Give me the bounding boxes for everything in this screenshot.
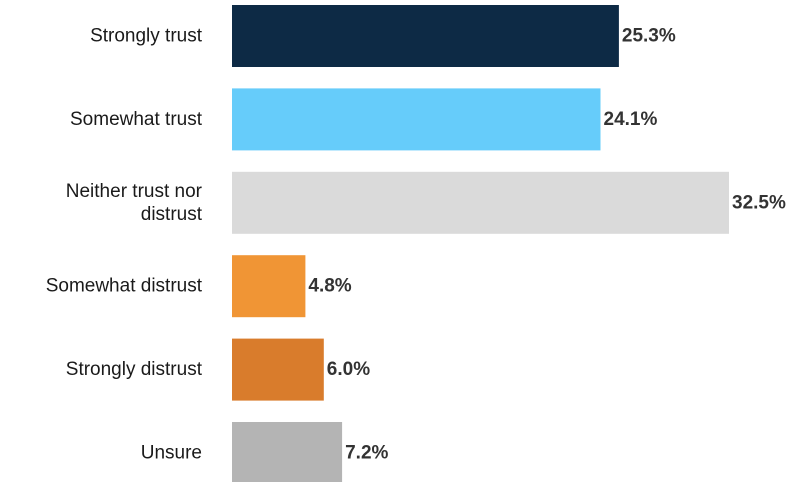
value-label-neither-trust-nor-distrust: 32.5%: [732, 192, 786, 213]
value-label-somewhat-distrust: 4.8%: [308, 276, 351, 297]
bar-strongly-trust: [232, 5, 619, 67]
value-label-group: 25.3% 24.1% 32.5% 4.8% 6.0% 7.2%: [308, 26, 786, 464]
bar-strongly-distrust: [232, 338, 324, 401]
category-label-line: Unsure: [141, 443, 202, 464]
value-label-somewhat-trust: 24.1%: [604, 109, 658, 130]
category-label-line: distrust: [141, 204, 203, 225]
category-label-somewhat-distrust: Somewhat distrust: [46, 276, 203, 297]
value-label-strongly-distrust: 6.0%: [327, 359, 370, 380]
bar-group: [232, 5, 729, 482]
bar-somewhat-distrust: [232, 255, 306, 318]
category-label-line: Neither trust nor: [66, 181, 203, 202]
category-label-somewhat-trust: Somewhat trust: [70, 109, 203, 130]
bar-unsure: [232, 422, 343, 482]
value-label-strongly-trust: 25.3%: [622, 26, 676, 47]
category-label-neither-trust-nor-distrust: Neither trust nor distrust: [66, 181, 203, 225]
category-label-unsure: Unsure: [141, 443, 202, 464]
category-label-strongly-trust: Strongly trust: [90, 26, 203, 47]
category-label-line: Somewhat distrust: [46, 276, 203, 297]
bar-neither-trust-nor-distrust: [232, 171, 729, 234]
category-label-strongly-distrust: Strongly distrust: [66, 359, 203, 380]
bar-somewhat-trust: [232, 88, 601, 151]
category-label-line: Somewhat trust: [70, 109, 203, 130]
value-label-unsure: 7.2%: [345, 443, 388, 464]
category-label-group: Strongly trust Somewhat trust Neither trus…: [46, 26, 203, 464]
category-label-line: Strongly trust: [90, 26, 203, 47]
category-label-line: Strongly distrust: [66, 359, 203, 380]
